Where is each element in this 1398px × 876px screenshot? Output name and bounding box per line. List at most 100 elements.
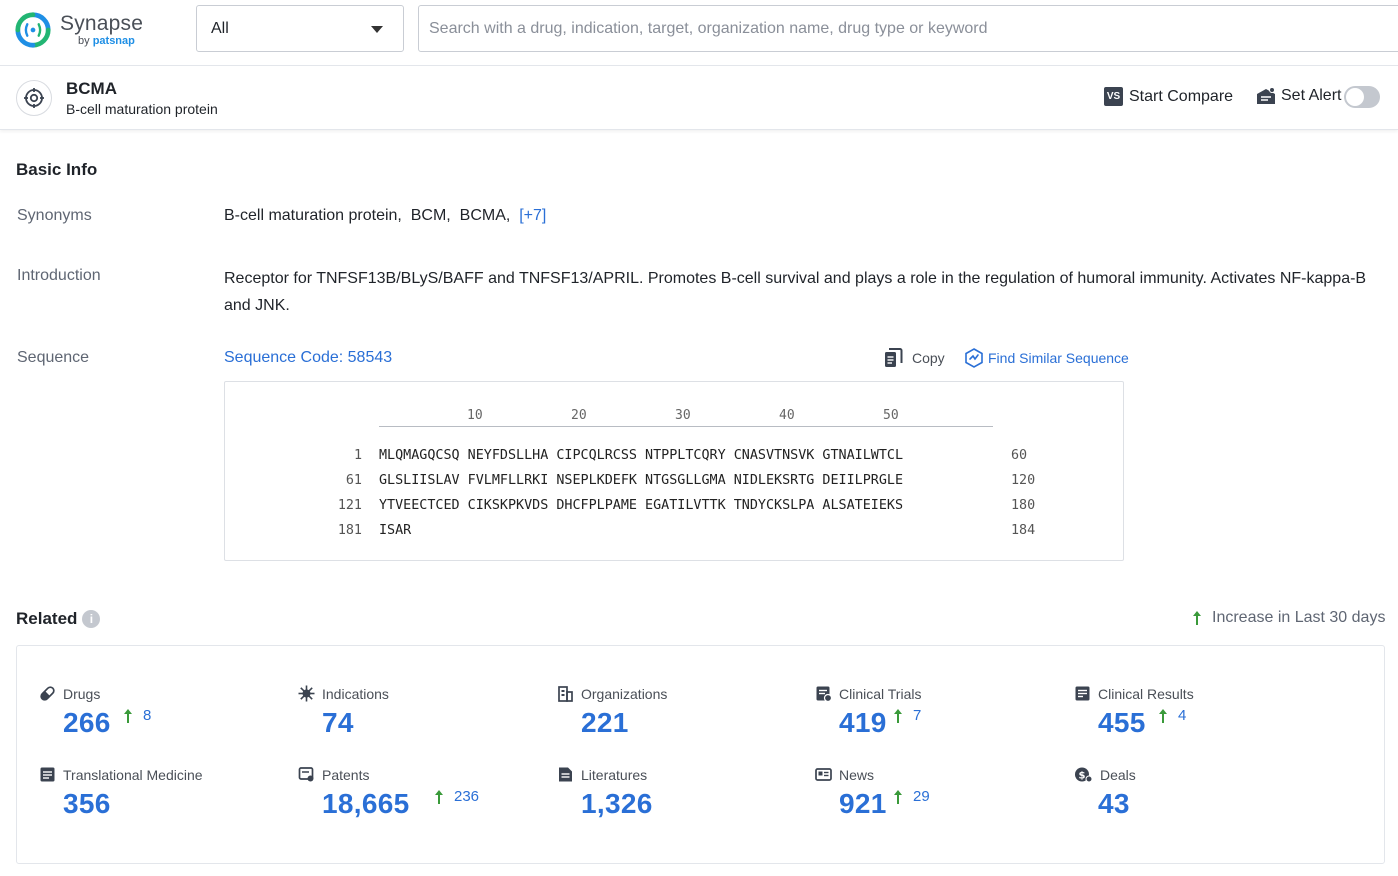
- stat-label: Clinical Results: [1098, 686, 1194, 702]
- target-icon: [16, 80, 52, 116]
- entity-name: BCMA: [66, 79, 117, 99]
- synapse-logo[interactable]: Synapse by patsnap: [14, 10, 143, 50]
- synapse-logo-icon: [14, 11, 52, 49]
- stat-header: News: [815, 766, 874, 783]
- sequence-row-end: 184: [1011, 523, 1035, 538]
- synonym: BCM,: [411, 207, 451, 224]
- introduction-label: Introduction: [17, 267, 101, 285]
- stat-translational-medicine[interactable]: Translational Medicine 356: [39, 766, 289, 836]
- related-title-text: Related: [16, 609, 77, 629]
- literature-icon: [557, 766, 574, 783]
- stat-value: 419: [839, 707, 887, 739]
- stat-label: Translational Medicine: [63, 767, 203, 783]
- sequence-row: 61 GLSLIISLAV FVLMFLLRKI NSEPLKDEFK NTGS…: [225, 473, 1125, 493]
- stat-increase-value: 7: [913, 707, 921, 724]
- stat-header: Organizations: [557, 685, 667, 702]
- stat-label: Patents: [322, 767, 369, 783]
- ruler-tick: 40: [779, 408, 795, 423]
- brand-sub-name: patsnap: [93, 35, 135, 47]
- copy-label: Copy: [912, 350, 945, 366]
- stat-organizations[interactable]: Organizations 221: [557, 685, 807, 755]
- stat-value: 221: [581, 707, 629, 739]
- find-similar-sequence-button[interactable]: Find Similar Sequence: [964, 348, 1129, 368]
- stat-indications[interactable]: Indications 74: [298, 685, 548, 755]
- ruler-line: [379, 426, 993, 427]
- info-icon[interactable]: i: [82, 610, 100, 628]
- stat-header: Clinical Results: [1074, 685, 1194, 702]
- search-input[interactable]: [418, 5, 1398, 52]
- increase-legend: Increase in Last 30 days: [1192, 609, 1385, 627]
- stat-drugs[interactable]: Drugs 266 8: [39, 685, 289, 755]
- ruler-tick: 30: [675, 408, 691, 423]
- stat-literatures[interactable]: Literatures 1,326: [557, 766, 807, 836]
- stat-header: Indications: [298, 685, 389, 702]
- synonyms-more-link[interactable]: [+7]: [519, 207, 546, 224]
- start-compare-label: Start Compare: [1129, 88, 1233, 106]
- stat-value: 1,326: [581, 788, 653, 820]
- toggle-knob: [1346, 88, 1364, 106]
- brand-name: Synapse: [60, 13, 143, 34]
- target-glyph-icon: [23, 87, 45, 109]
- alert-icon: [1256, 87, 1276, 105]
- synonym: BCMA,: [460, 207, 511, 224]
- patent-icon: [298, 766, 315, 783]
- stat-clinical-results[interactable]: Clinical Results 455 4: [1074, 685, 1324, 755]
- brand-sub-prefix: by: [78, 35, 93, 47]
- sequence-row-end: 180: [1011, 498, 1035, 513]
- stat-increase: 7: [893, 707, 921, 724]
- svg-text:$: $: [1079, 771, 1086, 782]
- stat-label: Indications: [322, 686, 389, 702]
- basic-info-title: Basic Info: [16, 160, 97, 180]
- sequence-row-start: 61: [346, 473, 362, 488]
- stat-label: Organizations: [581, 686, 667, 702]
- copy-icon: [884, 348, 903, 368]
- search-type-select[interactable]: All: [196, 5, 404, 52]
- stat-label: Deals: [1100, 767, 1136, 783]
- stat-increase: 4: [1158, 707, 1186, 724]
- stat-increase: 236: [434, 788, 479, 805]
- stat-increase-value: 29: [913, 788, 930, 805]
- synonym: B-cell maturation protein,: [224, 207, 402, 224]
- stat-label: Clinical Trials: [839, 686, 921, 702]
- stat-increase-value: 8: [143, 707, 151, 724]
- sequence-row: 121 YTVEECTCED CIKSKPKVDS DHCFPLPAME EGA…: [225, 498, 1125, 518]
- sequence-row-text: GLSLIISLAV FVLMFLLRKI NSEPLKDEFK NTGSGLL…: [379, 473, 903, 488]
- set-alert-toggle[interactable]: [1344, 86, 1380, 108]
- stat-value: 266: [63, 707, 111, 739]
- start-compare-button[interactable]: VS Start Compare: [1104, 87, 1233, 106]
- search-type-value: All: [211, 20, 229, 38]
- top-bar: Synapse by patsnap All: [0, 0, 1398, 66]
- entity-full-name: B-cell maturation protein: [66, 101, 218, 117]
- stat-patents[interactable]: Patents 18,665 236: [298, 766, 548, 836]
- set-alert-label: Set Alert: [1281, 87, 1341, 105]
- stat-news[interactable]: News 921 29: [815, 766, 1065, 836]
- ruler-tick: 10: [467, 408, 483, 423]
- caret-down-icon: [371, 26, 383, 33]
- stat-header: Clinical Trials: [815, 685, 921, 702]
- stat-value: 74: [322, 707, 354, 739]
- stat-increase: 29: [893, 788, 930, 805]
- sequence-code-link[interactable]: Sequence Code: 58543: [224, 349, 392, 367]
- entity-header: BCMA B-cell maturation protein VS Start …: [0, 66, 1398, 130]
- find-similar-label: Find Similar Sequence: [988, 350, 1129, 366]
- set-alert-button[interactable]: Set Alert: [1256, 87, 1341, 105]
- sequence-label: Sequence: [17, 349, 89, 367]
- deals-icon: $: [1074, 766, 1093, 783]
- sequence-row-end: 120: [1011, 473, 1035, 488]
- stat-increase-value: 4: [1178, 707, 1186, 724]
- arrow-up-icon: [434, 789, 444, 805]
- related-stats-panel: Drugs 266 8 Indications 74 Organizations: [16, 645, 1385, 864]
- stat-value: 921: [839, 788, 887, 820]
- arrow-up-icon: [893, 789, 903, 805]
- arrow-up-icon: [1158, 708, 1168, 724]
- stat-header: Patents: [298, 766, 369, 783]
- document-icon: [39, 766, 56, 783]
- sequence-viewer: 10 20 30 40 50 1 MLQMAGQCSQ NEYFDSLLHA C…: [224, 381, 1124, 561]
- stat-deals[interactable]: $ Deals 43: [1074, 766, 1324, 836]
- introduction-text: Receptor for TNFSF13B/BLyS/BAFF and TNFS…: [224, 265, 1384, 319]
- ruler-tick: 50: [883, 408, 899, 423]
- stat-clinical-trials[interactable]: Clinical Trials 419 7: [815, 685, 1065, 755]
- stat-label: Literatures: [581, 767, 647, 783]
- copy-button[interactable]: Copy: [884, 348, 945, 368]
- stat-header: Drugs: [39, 685, 100, 702]
